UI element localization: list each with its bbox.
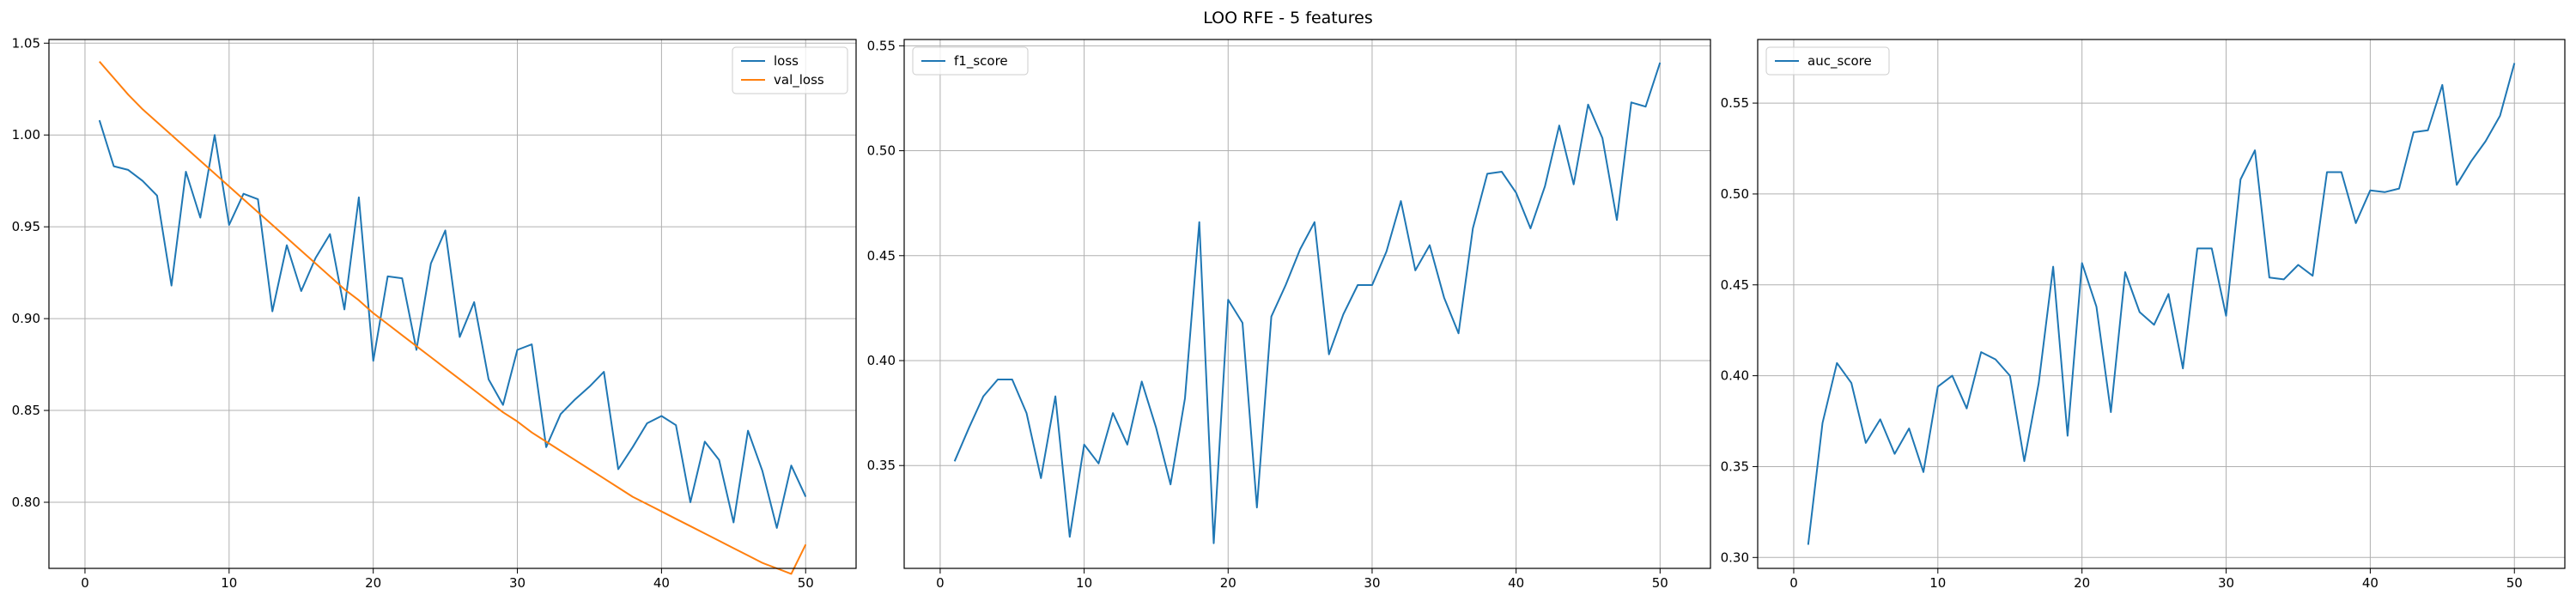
y-tick-label: 0.35 [1721,458,1749,474]
series-line-f1-score [953,62,1662,544]
y-tick-label: 0.45 [1721,277,1749,293]
series-line-auc-score [1807,63,2516,545]
y-tick-label: 0.85 [12,403,40,418]
x-tick-label: 10 [221,575,237,591]
x-tick-label: 40 [2362,575,2379,591]
axes-frame [48,39,857,569]
y-tick-label: 1.00 [12,127,40,143]
y-tick-label: 0.55 [867,38,896,53]
series-line-loss [98,119,807,529]
x-tick-label: 20 [365,575,381,591]
legend-label: val_loss [774,72,824,88]
legend-box [1765,46,1890,76]
subplots: 0 10 20 30 40 50 0.80 0.85 0.90 0.95 1.00 1.05 loss v… [12,35,2566,591]
legend-label: auc_score [1807,53,1872,70]
series-line-val-loss [99,61,807,575]
x-tick-label: 0 [81,575,89,591]
legend: f1_score [912,46,1029,76]
legend: loss val_loss [732,46,848,94]
y-tick-label: 0.50 [867,143,896,159]
y-tick-label: 0.90 [12,311,40,326]
x-tick-label: 20 [1220,575,1236,591]
x-tick-label: 0 [936,575,945,591]
y-tick-label: 0.55 [1721,95,1749,111]
subplot-2: 0 10 20 30 40 50 0.35 0.40 0.45 0.50 0.55 f1_score [867,38,1711,591]
y-tick-label: 0.45 [867,248,896,264]
y-tick-label: 0.30 [1721,549,1749,565]
legend-box [732,46,848,94]
x-tick-label: 50 [1652,575,1668,591]
subplot-1: 0 10 20 30 40 50 0.80 0.85 0.90 0.95 1.00 1.05 loss v… [12,35,857,591]
y-tick-label: 1.05 [12,35,40,51]
figure-title: LOO RFE - 5 features [1203,9,1373,27]
legend-label: f1_score [954,53,1008,70]
legend-box [912,46,1029,76]
y-tick-label: 0.50 [1721,186,1749,202]
x-tick-label: 10 [1929,575,1946,591]
x-tick-label: 0 [1789,575,1798,591]
y-tick-label: 0.80 [12,495,40,510]
x-tick-label: 50 [798,575,814,591]
x-tick-label: 30 [1364,575,1380,591]
legend: auc_score [1765,46,1890,76]
axes-frame [1757,39,2566,569]
x-tick-label: 30 [2218,575,2234,591]
x-tick-label: 50 [2506,575,2523,591]
y-tick-label: 0.35 [867,458,896,473]
x-tick-label: 20 [2074,575,2090,591]
subplot-3: 0 10 20 30 40 50 0.30 0.35 0.40 0.45 0.50 0.55 auc_s… [1721,39,2566,591]
x-tick-label: 40 [1508,575,1524,591]
x-tick-label: 10 [1076,575,1092,591]
y-tick-label: 0.40 [867,353,896,368]
legend-label: loss [774,53,799,69]
axes-frame [903,39,1711,569]
x-tick-label: 40 [653,575,670,591]
y-tick-label: 0.95 [12,219,40,234]
y-tick-label: 0.40 [1721,368,1749,384]
x-tick-label: 30 [509,575,526,591]
